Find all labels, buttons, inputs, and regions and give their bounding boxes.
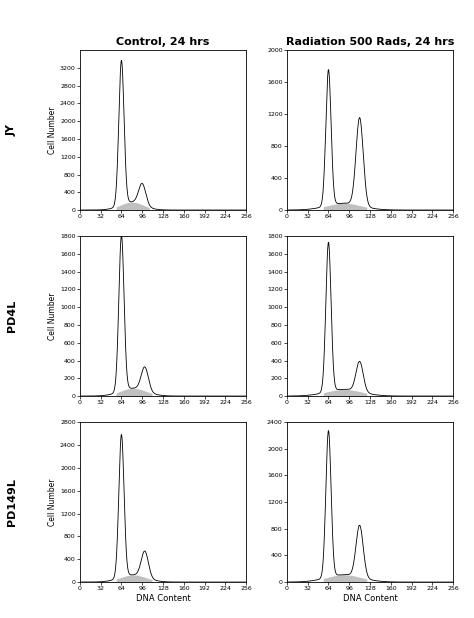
Title: Control, 24 hrs: Control, 24 hrs — [116, 36, 210, 46]
X-axis label: DNA Content: DNA Content — [343, 594, 397, 603]
Y-axis label: Cell Number: Cell Number — [48, 478, 57, 526]
Text: JY: JY — [7, 124, 17, 136]
Text: PD149L: PD149L — [7, 478, 17, 526]
Text: PD4L: PD4L — [7, 300, 17, 332]
Y-axis label: Cell Number: Cell Number — [48, 292, 57, 340]
Title: Radiation 500 Rads, 24 hrs: Radiation 500 Rads, 24 hrs — [286, 36, 454, 46]
Y-axis label: Cell Number: Cell Number — [48, 106, 57, 154]
X-axis label: DNA Content: DNA Content — [136, 594, 191, 603]
